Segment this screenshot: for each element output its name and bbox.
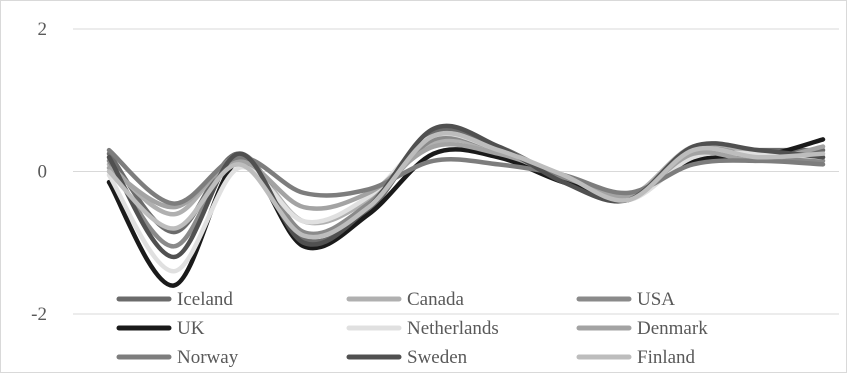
series-lines — [106, 123, 826, 288]
legend-label-canada: Canada — [407, 289, 465, 310]
legend: Iceland Canada USA UK Netherlands Denmark Norw… — [116, 289, 708, 368]
legend-label-finland: Finland — [637, 347, 696, 368]
series-line-finland — [106, 130, 826, 240]
gridlines — [73, 28, 839, 315]
y-tick-label: 2 — [38, 19, 48, 40]
y-axis-ticks: 2 0 -2 — [31, 19, 47, 325]
legend-label-uk: UK — [177, 318, 205, 339]
legend-label-norway: Norway — [177, 347, 239, 368]
legend-label-usa: USA — [637, 289, 675, 310]
series-line-sweden — [106, 123, 826, 260]
legend-label-iceland: Iceland — [177, 289, 233, 310]
y-tick-label: 0 — [38, 162, 48, 183]
y-tick-label: -2 — [31, 304, 47, 325]
legend-label-sweden: Sweden — [407, 347, 468, 368]
legend-label-netherlands: Netherlands — [407, 318, 499, 339]
legend-label-denmark: Denmark — [637, 318, 708, 339]
